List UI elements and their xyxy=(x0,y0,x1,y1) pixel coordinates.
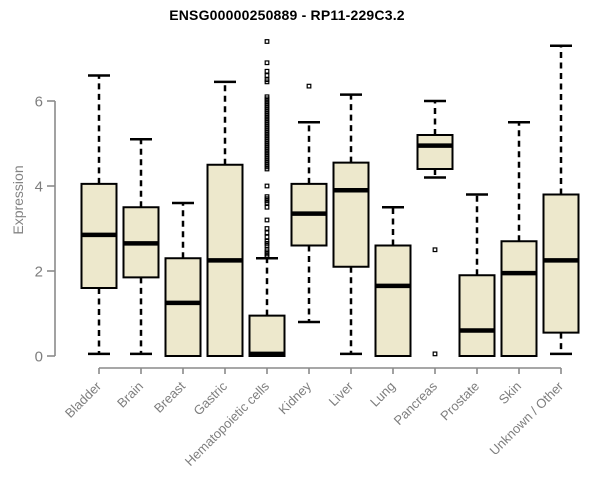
box-hematopoietic-cells xyxy=(248,39,286,357)
box-prostate xyxy=(458,193,496,357)
outlier-point xyxy=(264,234,270,240)
box-liver xyxy=(332,93,370,356)
outlier-point xyxy=(264,73,270,78)
outlier-point xyxy=(432,351,438,357)
box-bladder xyxy=(80,74,118,356)
outlier-point xyxy=(264,79,270,85)
outlier-point xyxy=(264,243,270,248)
outlier-point xyxy=(264,68,270,74)
x-tick-label-brain: Brain xyxy=(114,379,146,411)
box-pancreas xyxy=(416,99,454,357)
outlier-point xyxy=(264,183,270,189)
y-tick-label: 2 xyxy=(35,264,43,281)
box-breast xyxy=(164,201,202,357)
outlier-point xyxy=(264,204,270,210)
outlier-point xyxy=(264,230,270,236)
iqr-box xyxy=(416,134,454,170)
outlier-point xyxy=(432,247,438,253)
box-kidney xyxy=(290,83,328,324)
x-tick-label-gastric: Gastric xyxy=(190,378,230,418)
x-tick-label-lung: Lung xyxy=(367,379,398,410)
chart-title: ENSG00000250889 - RP11-229C3.2 xyxy=(169,7,405,23)
outlier-point xyxy=(264,226,270,231)
x-tick-label-unknown-other: Unknown / Other xyxy=(487,378,567,458)
iqr-box xyxy=(458,274,496,357)
box-skin xyxy=(500,121,538,357)
x-tick-label-bladder: Bladder xyxy=(62,378,105,421)
box-gastric xyxy=(206,80,244,357)
iqr-box xyxy=(332,161,370,268)
outlier-point xyxy=(264,253,270,259)
y-tick-label: 0 xyxy=(35,349,43,366)
x-tick-label-pancreas: Pancreas xyxy=(391,378,441,428)
outlier-point xyxy=(264,166,270,172)
y-axis: 0 2 4 6 xyxy=(35,94,56,366)
x-tick-label-kidney: Kidney xyxy=(275,378,314,417)
box-lung xyxy=(374,206,412,357)
x-tick-label-skin: Skin xyxy=(496,379,524,407)
x-tick-label-breast: Breast xyxy=(151,378,188,415)
y-tick-label: 6 xyxy=(35,94,43,111)
box-unknown-other xyxy=(542,44,580,356)
iqr-box xyxy=(248,314,286,357)
outlier-point xyxy=(264,200,270,206)
x-tick-label-liver: Liver xyxy=(326,378,357,409)
outlier-point xyxy=(306,83,312,89)
iqr-box xyxy=(374,244,412,357)
outlier-point xyxy=(264,217,270,223)
x-tick-label-prostate: Prostate xyxy=(437,379,482,424)
outlier-point xyxy=(264,39,270,44)
y-tick-label: 4 xyxy=(35,179,43,196)
iqr-box xyxy=(500,240,538,357)
iqr-box xyxy=(164,257,202,357)
outlier-point xyxy=(264,60,270,66)
box-brain xyxy=(122,138,160,356)
iqr-box xyxy=(542,193,580,334)
